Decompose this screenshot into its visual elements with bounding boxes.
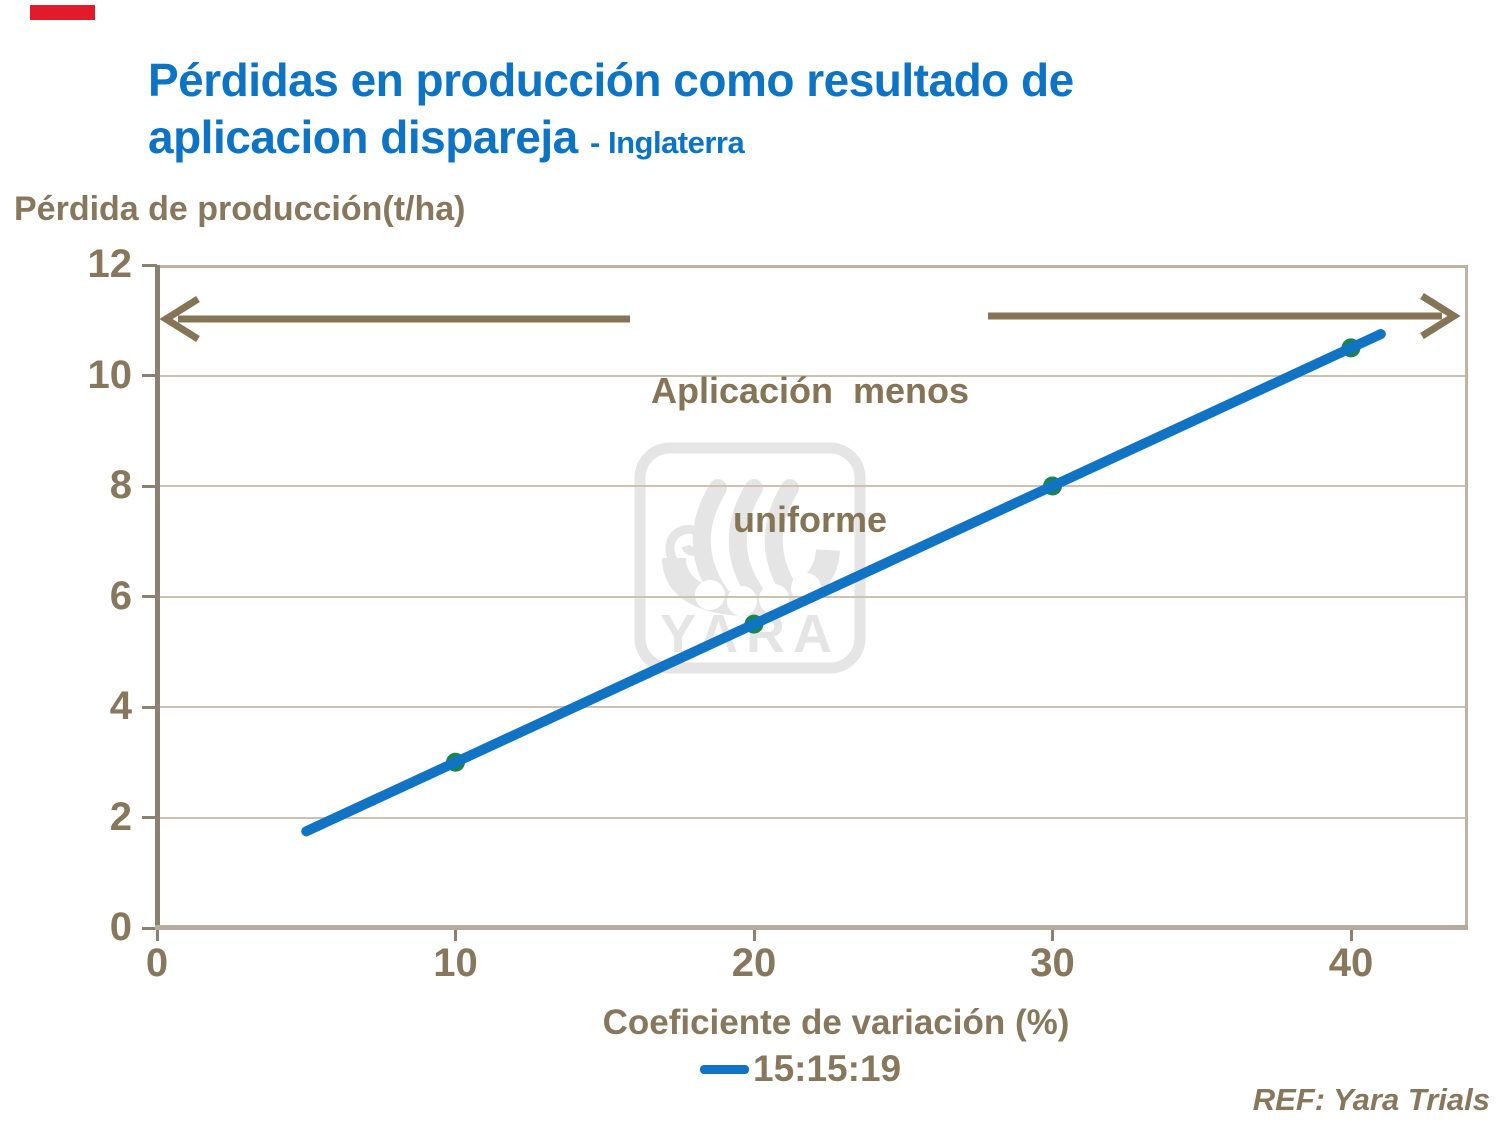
y-gridline	[160, 706, 1465, 708]
y-tick-label: 10	[87, 352, 133, 397]
x-axis-title: Coeficiente de variación (%)	[602, 1003, 1070, 1042]
legend-line-marker	[700, 1064, 749, 1074]
y-axis-tick	[142, 816, 157, 819]
reference-note: REF: Yara Trials	[1252, 1082, 1490, 1117]
y-tick-label: 4	[109, 684, 132, 728]
y-axis-tick	[142, 374, 157, 377]
legend-label: 15:15:19	[753, 1048, 902, 1089]
x-axis-line	[155, 925, 1468, 930]
annotation-line1: Aplicación menos	[650, 370, 970, 411]
y-axis-tick	[142, 705, 157, 709]
page-title: Pérdidas en producción como resultado de…	[148, 52, 1074, 171]
x-axis-tick	[752, 928, 756, 941]
x-axis-tick	[454, 928, 457, 941]
page-title-line1: Pérdidas en producción como resultado de	[148, 54, 1074, 106]
y-gridline	[160, 816, 1465, 819]
y-axis-line	[155, 265, 160, 930]
annotation-line2: uniforme	[732, 499, 887, 540]
y-axis-tick	[142, 926, 157, 930]
y-axis-tick	[142, 595, 157, 598]
x-tick-label: 30	[1030, 941, 1075, 985]
x-axis-tick	[1051, 928, 1054, 941]
x-tick-label: 0	[145, 941, 169, 985]
y-tick-label: 12	[87, 242, 133, 286]
x-tick-label: 40	[1328, 941, 1374, 985]
annotation-text: Aplicación menos uniforme	[588, 283, 1032, 627]
x-tick-label: 20	[731, 941, 777, 985]
legend: 15:15:19	[700, 1048, 901, 1090]
y-tick-label: 8	[109, 463, 132, 507]
y-tick-label: 0	[109, 905, 132, 949]
page-title-suffix: - Inglaterra	[590, 125, 745, 160]
y-axis-tick	[142, 263, 157, 267]
y-tick-label: 2	[109, 794, 132, 839]
y-axis-tick	[142, 484, 157, 488]
x-tick-label: 10	[433, 941, 478, 985]
red-accent-bar	[30, 5, 95, 20]
y-tick-label: 6	[109, 573, 132, 618]
x-axis-tick	[155, 928, 159, 941]
y-axis-title: Pérdida de producción(t/ha)	[14, 190, 466, 228]
x-axis-tick	[1349, 928, 1353, 941]
page-title-line2: aplicacion dispareja - Inglaterra	[148, 111, 745, 163]
